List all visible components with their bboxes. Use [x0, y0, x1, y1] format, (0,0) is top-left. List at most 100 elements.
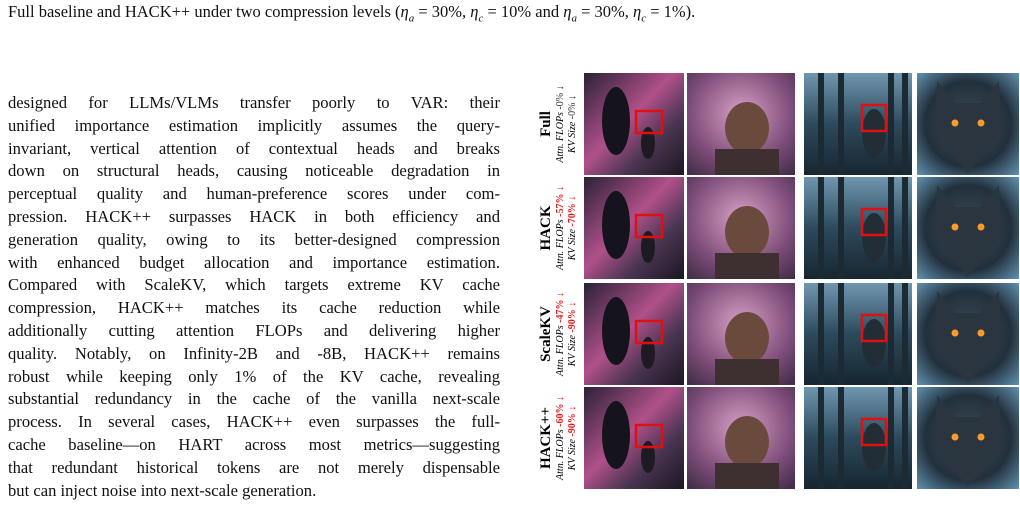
kv-name: KV Size [567, 229, 578, 262]
text-line: designed for LLMs/VLMs transfer poorly t… [8, 93, 500, 112]
tree-trunk [902, 73, 908, 175]
kv-label: KV Size -0% ↓ [567, 95, 578, 154]
text-line: robust while keeping only 1% of the KV c… [8, 366, 500, 386]
text-line: perceptual quality and human-preference … [8, 184, 500, 204]
flops-label: Attn. FLOPs -47% ↓ [555, 292, 566, 377]
kv-name: KV Size [567, 121, 578, 154]
kv-value: -0% ↓ [567, 95, 578, 119]
tree-trunk [838, 387, 844, 489]
wolf-eye [951, 433, 959, 441]
kv-value: -90% ↓ [567, 302, 578, 333]
math-subscript: c [641, 12, 647, 25]
highlight-box [634, 213, 664, 239]
text-line: quality. Notably, on Infinity-2B and -8B… [8, 343, 500, 363]
kv-value: -90% ↓ [567, 406, 578, 437]
kv-label: KV Size -90% ↓ [567, 302, 578, 368]
flops-value: -57% ↓ [555, 186, 566, 217]
figure-body [715, 253, 779, 279]
flops-name: Attn. FLOPs [555, 429, 566, 481]
flops-label: Attn. FLOPs -57% ↓ [555, 186, 566, 271]
wolf-eye [951, 119, 959, 127]
text-line: but can inject noise into next-scale gen… [8, 480, 317, 500]
math-symbol: η [563, 2, 572, 21]
wolf-eye [977, 119, 985, 127]
wolf-silhouette [862, 423, 886, 471]
highlight-box [634, 109, 664, 135]
row-label: HACK++ [538, 407, 554, 469]
text-line: that redundant historical tokens are not… [8, 457, 500, 477]
kv-label: KV Size -70% ↓ [567, 196, 578, 262]
text-line: Compared with ScaleKV, which targets ext… [8, 275, 500, 295]
row-label: ScaleKV [538, 306, 554, 362]
tree-trunk [818, 387, 824, 489]
text-line: invariant, vertical attention of context… [8, 138, 500, 158]
tree-trunk [902, 177, 908, 279]
tree-trunk [902, 283, 908, 385]
figure-head [725, 416, 769, 468]
math-subscript: a [571, 12, 577, 25]
text-line: compression, HACK++ matches its cache re… [8, 298, 500, 318]
text-line: substantial redundancy in the cache of t… [8, 389, 500, 409]
wolf-silhouette [862, 213, 886, 261]
wolf-eye [951, 329, 959, 337]
figure-head [725, 102, 769, 154]
text-line: pression. HACK++ surpasses HACK in both … [8, 206, 500, 226]
kv-name: KV Size [567, 335, 578, 368]
flops-label: Attn. FLOPs -60% ↓ [555, 396, 566, 481]
tree-trunk [818, 73, 824, 175]
image-thumbnail [584, 73, 684, 175]
figure-silhouette [602, 297, 630, 365]
math-subscript: a [408, 12, 415, 25]
highlight-box [860, 207, 888, 237]
flops-name: Attn. FLOPs [555, 112, 566, 164]
tree-trunk [888, 177, 894, 279]
figure-head [725, 312, 769, 364]
kv-label: KV Size -90% ↓ [567, 406, 578, 472]
figure-silhouette [641, 337, 655, 369]
flops-value: -47% ↓ [555, 292, 566, 323]
highlight-box [860, 417, 888, 447]
math-symbol: η [633, 2, 642, 21]
wolf-head [935, 81, 1001, 173]
text-line: process. In several cases, HACK++ even s… [8, 412, 500, 432]
kv-value: -70% ↓ [567, 196, 578, 227]
tree-trunk [838, 283, 844, 385]
highlight-box [860, 103, 888, 133]
figure-body [715, 149, 779, 175]
figure-silhouette [641, 127, 655, 159]
image-thumbnail [584, 283, 684, 385]
tree-trunk [818, 283, 824, 385]
wolf-silhouette [862, 319, 886, 367]
kv-name: KV Size [567, 439, 578, 472]
highlight-box [634, 423, 664, 449]
flops-name: Attn. FLOPs [555, 219, 566, 271]
math-symbol: η [470, 2, 479, 21]
wolf-silhouette [862, 109, 886, 157]
image-thumbnail [584, 177, 684, 279]
flops-label: Attn. FLOPs -0% ↓ [555, 85, 566, 163]
flops-value: -0% ↓ [555, 85, 566, 109]
text-line: down on structural heads, causing notice… [8, 161, 500, 181]
tree-trunk [888, 283, 894, 385]
wolf-eye [977, 329, 985, 337]
wolf-eye [977, 223, 985, 231]
row-label: HACK [538, 205, 554, 250]
figure-body [715, 359, 779, 385]
tree-trunk [838, 73, 844, 175]
caption-text: Full baseline and HACK++ under two compr… [8, 2, 401, 21]
figure-head [725, 206, 769, 258]
text-line: unified importance estimation implicitly… [8, 115, 500, 135]
flops-name: Attn. FLOPs [555, 325, 566, 377]
image-thumbnail [584, 387, 684, 489]
figure-caption: Full baseline and HACK++ under two compr… [8, 2, 695, 24]
caption-text: = 30%, [414, 2, 471, 21]
wolf-eye [951, 223, 959, 231]
text-line: additionally cutting attention FLOPs and… [8, 320, 500, 340]
figure-silhouette [641, 231, 655, 263]
figure-body [715, 463, 779, 489]
text-line: with enhanced budget allocation and impo… [8, 252, 500, 272]
caption-text: = 1%). [646, 2, 696, 21]
wolf-head [935, 395, 1001, 487]
